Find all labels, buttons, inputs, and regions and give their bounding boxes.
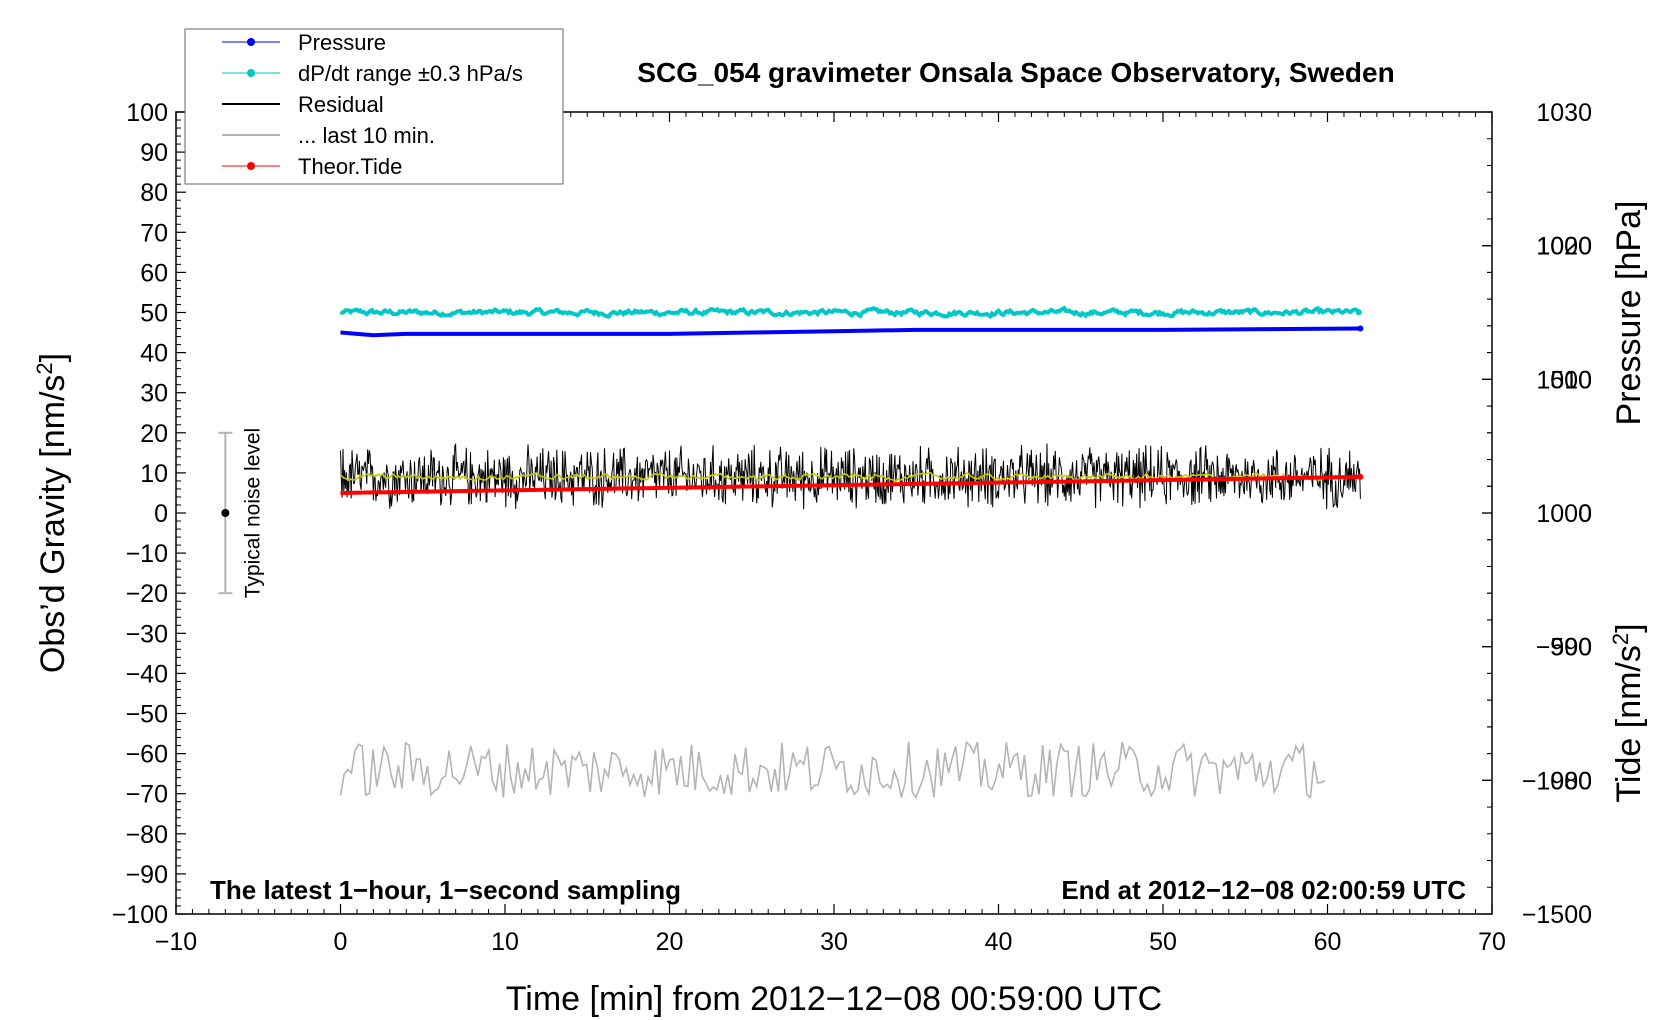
y-pressure-tick-label: 1010 — [1536, 366, 1592, 394]
y-left-tick-label: −90 — [126, 861, 168, 889]
legend-label: ... last 10 min. — [298, 123, 435, 148]
plot-frame — [175, 111, 1493, 915]
series-line — [339, 740, 1326, 800]
legend-box — [184, 28, 564, 185]
legend-label: Theor.Tide — [298, 154, 402, 179]
x-tick-label: 70 — [1478, 928, 1506, 956]
x-tick-label: 30 — [820, 928, 848, 956]
y-left-tick-label: −100 — [112, 901, 168, 929]
y-tide-tick-label: −500 — [1536, 634, 1592, 662]
legend-marker — [247, 162, 255, 170]
axes-layer: −10 0 10 20 30 40 50 60 701009080706050403020100… — [112, 99, 1592, 956]
y-left-tick-label: −10 — [126, 540, 168, 568]
y-left-tick-label: −20 — [126, 580, 168, 608]
plot-layer — [339, 305, 1364, 800]
y-tide-tick-label: −1000 — [1522, 767, 1592, 795]
x-tick-label: −10 — [155, 928, 197, 956]
y-axis-label-left: Obs’d Gravity [nm/s2] — [32, 353, 72, 673]
y-pressure-tick-label: 1020 — [1536, 233, 1592, 261]
y-left-tick-label: 90 — [140, 139, 168, 167]
y-left-tick-label: 10 — [140, 460, 168, 488]
series-line — [339, 305, 1361, 320]
legend-marker — [247, 38, 255, 46]
x-tick-label: 60 — [1314, 928, 1342, 956]
y-tide-tick-label: −1500 — [1522, 901, 1592, 929]
series-end-marker — [1355, 309, 1362, 316]
y-tide-tick-label: 0 — [1578, 500, 1592, 528]
legend-label: Pressure — [298, 30, 386, 55]
series-line — [340, 443, 1361, 510]
x-axis-label: Time [min] from 2012−12−08 00:59:00 UTC — [506, 980, 1162, 1018]
noise-bar-label: Typical noise level — [241, 428, 264, 598]
y-pressure-tick-label: 1000 — [1536, 500, 1592, 528]
y-left-tick-label: 20 — [140, 420, 168, 448]
y-left-tick-label: 80 — [140, 179, 168, 207]
y-axis-label-pressure: Pressure [hPa] — [1610, 201, 1648, 426]
x-tick-label: 20 — [656, 928, 684, 956]
y-axis-label-tide: Tide [nm/s2] — [1608, 623, 1648, 802]
y-pressure-tick-label: 990 — [1550, 634, 1592, 662]
y-left-tick-label: −30 — [126, 620, 168, 648]
legend-label: Residual — [298, 92, 384, 117]
x-tick-label: 10 — [491, 928, 519, 956]
legend-marker — [247, 69, 255, 77]
y-left-tick-label: 70 — [140, 219, 168, 247]
annotation-sampling: The latest 1−hour, 1−second sampling — [210, 875, 681, 905]
y-left-tick-label: −70 — [126, 781, 168, 809]
x-tick-label: 0 — [334, 928, 348, 956]
legend-label: dP/dt range ±0.3 hPa/s — [298, 61, 523, 86]
y-left-tick-label: 100 — [126, 99, 168, 127]
y-left-tick-label: 40 — [140, 340, 168, 368]
noise-bar-center — [221, 509, 230, 517]
series-end-marker — [1357, 325, 1364, 332]
series-line — [340, 472, 1360, 482]
y-left-tick-label: 60 — [140, 259, 168, 287]
y-left-tick-label: −60 — [126, 741, 168, 769]
y-left-tick-label: 30 — [140, 380, 168, 408]
annotation-end-time: End at 2012−12−08 02:00:59 UTC — [1061, 875, 1466, 905]
y-left-tick-label: 0 — [154, 500, 168, 528]
y-left-tick-label: 50 — [140, 300, 168, 328]
series-line — [340, 326, 1361, 338]
series-line — [340, 474, 1361, 495]
x-tick-label: 40 — [985, 928, 1013, 956]
x-tick-label: 50 — [1149, 928, 1177, 956]
y-left-tick-label: −40 — [126, 660, 168, 688]
y-left-tick-label: −80 — [126, 821, 168, 849]
chart-title: SCG_054 gravimeter Onsala Space Observat… — [637, 57, 1394, 88]
legend-items: Pressure dP/dt range ±0.3 hPa/s Residual..… — [222, 30, 523, 179]
y-left-tick-label: −50 — [126, 701, 168, 729]
noise-level-indicator: Typical noise level — [218, 428, 264, 598]
y-tide-tick-label: 1000 — [1536, 233, 1592, 261]
y-pressure-tick-label: 980 — [1550, 767, 1592, 795]
y-tide-tick-label: 500 — [1550, 366, 1592, 394]
series-end-marker — [1357, 473, 1364, 480]
y-pressure-tick-label: 1030 — [1536, 99, 1592, 127]
legend: Pressure dP/dt range ±0.3 hPa/s Residual..… — [184, 28, 564, 185]
